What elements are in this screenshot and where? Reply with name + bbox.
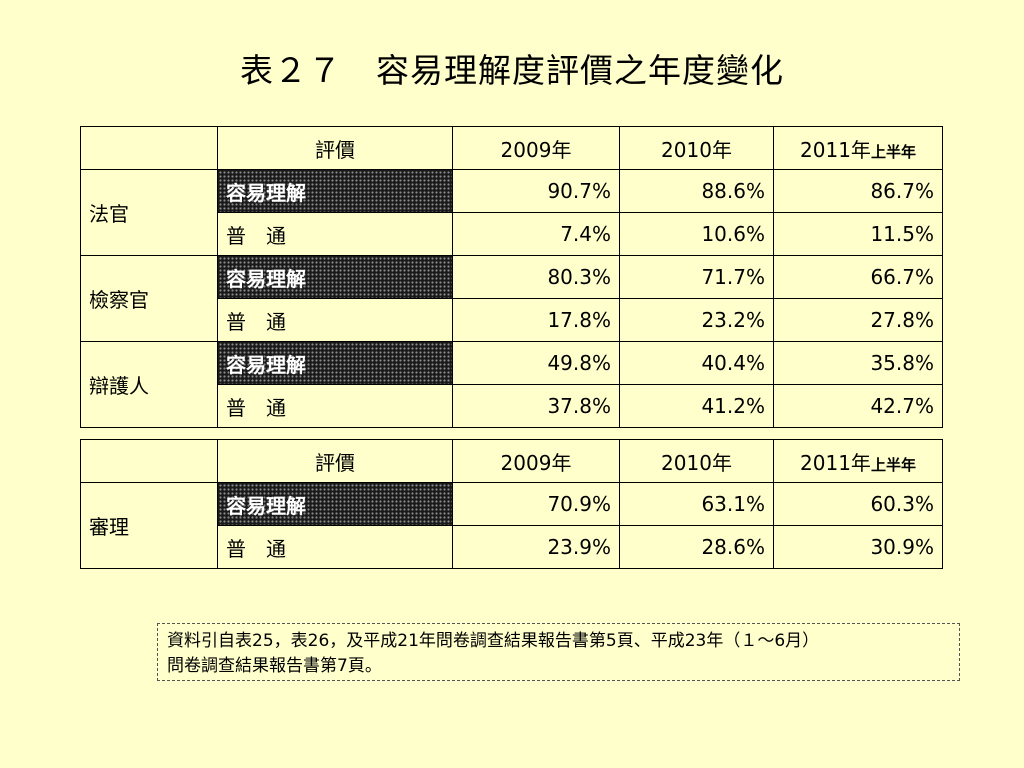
value-cell: 30.9% xyxy=(773,525,943,569)
page-title: 表２７ 容易理解度評價之年度變化 xyxy=(240,51,784,90)
table-row: 辯護人 容易理解 49.8% 40.4% 35.8% xyxy=(80,341,943,428)
value-cell: 35.8% xyxy=(773,341,943,385)
header-2011: 2011年上半年 xyxy=(773,126,943,170)
rating-table-trial: 評價 2009年 2010年 2011年上半年 審理 容易理解 70.9% 63… xyxy=(80,439,943,569)
value-cell: 17.8% xyxy=(452,298,620,342)
header-2011-suffix: 上半年 xyxy=(870,142,916,161)
value-cell: 60.3% xyxy=(773,482,943,526)
value-cell: 23.9% xyxy=(452,525,620,569)
table-header-row: 評價 2009年 2010年 2011年上半年 xyxy=(80,439,943,483)
group-label: 審理 xyxy=(80,482,218,569)
rating-label-normal: 普 通 xyxy=(217,525,453,569)
value-cell: 70.9% xyxy=(452,482,620,526)
header-2011-year: 2011年 xyxy=(800,450,871,475)
value-cell: 63.1% xyxy=(619,482,774,526)
rating-label-normal: 普 通 xyxy=(217,384,453,428)
group-label: 辯護人 xyxy=(80,341,218,428)
rating-label-normal: 普 通 xyxy=(217,212,453,256)
value-cell: 90.7% xyxy=(452,169,620,213)
header-2011-year: 2011年 xyxy=(800,137,871,162)
value-cell: 40.4% xyxy=(619,341,774,385)
table-row: 普 通 37.8% 41.2% 42.7% xyxy=(81,384,943,428)
value-cell: 37.8% xyxy=(452,384,620,428)
table-row: 法官 容易理解 90.7% 88.6% 86.7% xyxy=(80,169,943,256)
value-cell: 88.6% xyxy=(619,169,774,213)
header-rating: 評價 xyxy=(217,439,453,483)
source-note-line-2: 問卷調查結果報告書第7頁。 xyxy=(167,656,382,676)
header-2009: 2009年 xyxy=(452,126,620,170)
table-row: 普 通 23.9% 28.6% 30.9% xyxy=(81,525,943,569)
value-cell: 27.8% xyxy=(773,298,943,342)
rating-label-easy: 容易理解 xyxy=(217,255,453,299)
value-cell: 41.2% xyxy=(619,384,774,428)
header-rating: 評價 xyxy=(217,126,453,170)
value-cell: 28.6% xyxy=(619,525,774,569)
value-cell: 71.7% xyxy=(619,255,774,299)
rating-label-easy: 容易理解 xyxy=(217,169,453,213)
table-header-row: 評價 2009年 2010年 2011年上半年 xyxy=(80,126,943,170)
group-label: 檢察官 xyxy=(80,255,218,342)
header-2009: 2009年 xyxy=(452,439,620,483)
header-2011: 2011年上半年 xyxy=(773,439,943,483)
value-cell: 11.5% xyxy=(773,212,943,256)
rating-label-easy: 容易理解 xyxy=(217,482,453,526)
table-row: 審理 容易理解 70.9% 63.1% 60.3% xyxy=(80,482,943,569)
value-cell: 49.8% xyxy=(452,341,620,385)
rating-label-easy: 容易理解 xyxy=(217,341,453,385)
rating-table-participants: 評價 2009年 2010年 2011年上半年 法官 容易理解 90.7% 88… xyxy=(80,126,943,428)
value-cell: 23.2% xyxy=(619,298,774,342)
table-row: 檢察官 容易理解 80.3% 71.7% 66.7% xyxy=(80,255,943,342)
value-cell: 86.7% xyxy=(773,169,943,213)
value-cell: 7.4% xyxy=(452,212,620,256)
header-2011-suffix: 上半年 xyxy=(870,455,916,474)
source-note-line-1: 資料引自表25，表26，及平成21年問卷調查結果報告書第5頁、平成23年（１～6… xyxy=(167,631,820,651)
rating-label-normal: 普 通 xyxy=(217,298,453,342)
header-2010: 2010年 xyxy=(619,126,774,170)
value-cell: 66.7% xyxy=(773,255,943,299)
value-cell: 10.6% xyxy=(619,212,774,256)
value-cell: 42.7% xyxy=(773,384,943,428)
group-label: 法官 xyxy=(80,169,218,256)
source-note: 資料引自表25，表26，及平成21年問卷調查結果報告書第5頁、平成23年（１～6… xyxy=(157,623,960,681)
corner-cell xyxy=(80,126,218,170)
value-cell: 80.3% xyxy=(452,255,620,299)
header-2010: 2010年 xyxy=(619,439,774,483)
corner-cell xyxy=(80,439,218,483)
